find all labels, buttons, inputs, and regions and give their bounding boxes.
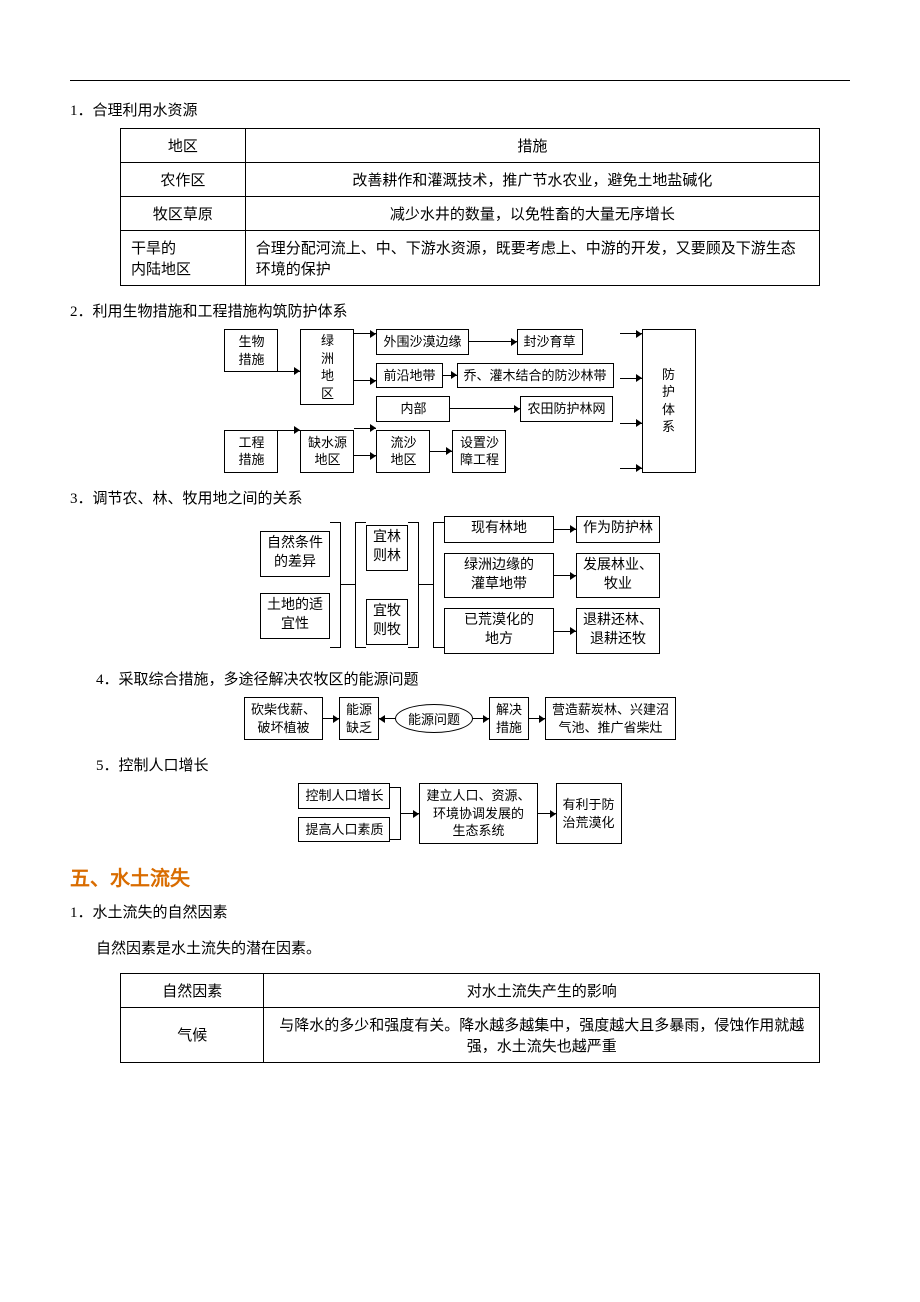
heading-4: 4．采取综合措施，多途径解决农牧区的能源问题 <box>96 668 850 689</box>
d3-o0b: 作为防护林 <box>576 516 660 543</box>
heading-5-1: 1．水土流失的自然因素 <box>70 901 850 922</box>
d5-right: 有利于防 治荒漠化 <box>556 783 622 844</box>
d3-o1a: 绿洲边缘的 灌草地带 <box>444 553 554 599</box>
d2-r3b: 农田防护林网 <box>520 396 612 422</box>
d4-right: 营造薪炭林、兴建沼 气池、推广省柴灶 <box>545 697 676 740</box>
connector <box>341 584 355 585</box>
d2-r1b: 封沙育草 <box>517 329 583 355</box>
t1-r1c1: 减少水井的数量，以免牲畜的大量无序增长 <box>245 197 819 231</box>
d3-o0a: 现有林地 <box>444 516 554 543</box>
d2-bp1: 流沙 地区 <box>376 430 430 473</box>
arrow-icon <box>554 631 576 632</box>
d2-r2b: 乔、灌木结合的防沙林带 <box>457 363 614 389</box>
diagram-4: 砍柴伐薪、 破坏植被 能源 缺乏 能源问题 解决 措施 营造薪炭林、兴建沼 气池… <box>70 697 850 740</box>
arrow-icon <box>430 451 452 452</box>
heading-5: 5．控制人口增长 <box>96 754 850 775</box>
d3-l1: 自然条件 的差异 <box>260 531 330 577</box>
heading-1: 1．合理利用水资源 <box>70 99 850 120</box>
d3-m2: 宜牧 则牧 <box>366 599 408 645</box>
d2-rightcol: 防 护 体 系 <box>642 329 696 473</box>
t1-r2c0: 干旱的 内陆地区 <box>121 231 246 286</box>
text-5-1-desc: 自然因素是水土流失的潜在因素。 <box>96 937 850 958</box>
heading-2: 2．利用生物措施和工程措施构筑防护体系 <box>70 300 850 321</box>
d4-center: 能源问题 <box>395 704 473 733</box>
heading-3: 3．调节农、林、牧用地之间的关系 <box>70 487 850 508</box>
d4-b: 解决 措施 <box>489 697 529 740</box>
section-5-title: 五、水土流失 <box>70 862 850 891</box>
connector <box>419 584 433 585</box>
d3-m1: 宜林 则林 <box>366 525 408 571</box>
top-rule <box>70 80 850 81</box>
d3-l2: 土地的适 宜性 <box>260 593 330 639</box>
d5-l1: 控制人口增长 <box>298 783 390 809</box>
d3-o1b: 发展林业、 牧业 <box>576 553 660 599</box>
d2-eng: 工程 措施 <box>224 430 278 473</box>
d4-a: 能源 缺乏 <box>339 697 379 740</box>
arrow-icon <box>620 468 642 469</box>
arrow-icon <box>620 378 642 379</box>
diagram-3: 自然条件 的差异 土地的适 宜性 宜林 则林 宜牧 则牧 现有林地作为防护林 绿… <box>70 516 850 654</box>
d2-r2a: 前沿地带 <box>376 363 442 389</box>
table-natural-factors: 自然因素 对水土流失产生的影响 气候 与降水的多少和强度有关。降水越多越集中，强… <box>120 973 820 1063</box>
d5-mid: 建立人口、资源、 环境协调发展的 生态系统 <box>419 783 537 844</box>
arrow-icon <box>473 718 489 719</box>
d2-r3a: 内部 <box>376 396 450 422</box>
arrow-icon <box>278 371 300 372</box>
arrow-icon <box>354 380 376 381</box>
bracket-icon <box>433 522 444 648</box>
arrow-icon <box>620 423 642 424</box>
t2-col1: 对水土流失产生的影响 <box>264 973 820 1007</box>
d3-o2a: 已荒漠化的 地方 <box>444 608 554 654</box>
t1-col1: 措施 <box>245 129 819 163</box>
arrow-icon <box>620 333 642 334</box>
bracket-icon <box>355 522 366 648</box>
d2-bp0: 缺水源 地区 <box>300 430 354 473</box>
arrow-icon <box>554 575 576 576</box>
t1-r0c1: 改善耕作和灌溉技术，推广节水农业，避免土地盐碱化 <box>245 163 819 197</box>
arrow-icon <box>554 529 576 530</box>
t1-r1c0: 牧区草原 <box>121 197 246 231</box>
d2-bp2: 设置沙 障工程 <box>452 430 506 473</box>
table-water-resources: 地区 措施 农作区 改善耕作和灌溉技术，推广节水农业，避免土地盐碱化 牧区草原 … <box>120 128 820 286</box>
t2-col0: 自然因素 <box>121 973 264 1007</box>
arrow-icon <box>529 718 545 719</box>
t1-col0: 地区 <box>121 129 246 163</box>
d2-r1a: 外围沙漠边缘 <box>376 329 468 355</box>
d2-oasis: 绿 洲 地 区 <box>300 329 354 405</box>
bracket-icon <box>408 522 419 648</box>
arrow-icon <box>450 408 520 409</box>
t1-r2c1: 合理分配河流上、中、下游水资源，既要考虑上、中游的开发，又要顾及下游生态环境的保… <box>245 231 819 286</box>
bracket-icon <box>390 787 401 840</box>
arrow-icon <box>354 439 376 473</box>
d3-o2b: 退耕还林、 退耕还牧 <box>576 608 660 654</box>
bracket-icon <box>330 522 341 648</box>
d5-l2: 提高人口素质 <box>298 817 390 843</box>
arrow-icon <box>401 813 419 814</box>
t1-r0c0: 农作区 <box>121 163 246 197</box>
t2-r0c0: 气候 <box>121 1007 264 1062</box>
arrow-icon <box>469 341 517 342</box>
arrow-icon <box>443 375 457 376</box>
d4-left: 砍柴伐薪、 破坏植被 <box>244 697 323 740</box>
arrow-icon <box>278 430 300 431</box>
diagram-5: 控制人口增长 提高人口素质 建立人口、资源、 环境协调发展的 生态系统 有利于防… <box>70 783 850 844</box>
arrow-left-icon <box>379 718 395 719</box>
arrow-icon <box>354 333 376 334</box>
diagram-2: 生物 措施 工程 措施 绿 洲 地 区 缺水源 地区 <box>70 329 850 473</box>
d2-bio: 生物 措施 <box>224 329 278 372</box>
arrow-icon <box>354 428 376 429</box>
arrow-icon <box>538 783 556 844</box>
t2-r0c1: 与降水的多少和强度有关。降水越多越集中，强度越大且多暴雨，侵蚀作用就越强，水土流… <box>264 1007 820 1062</box>
arrow-icon <box>323 718 339 719</box>
